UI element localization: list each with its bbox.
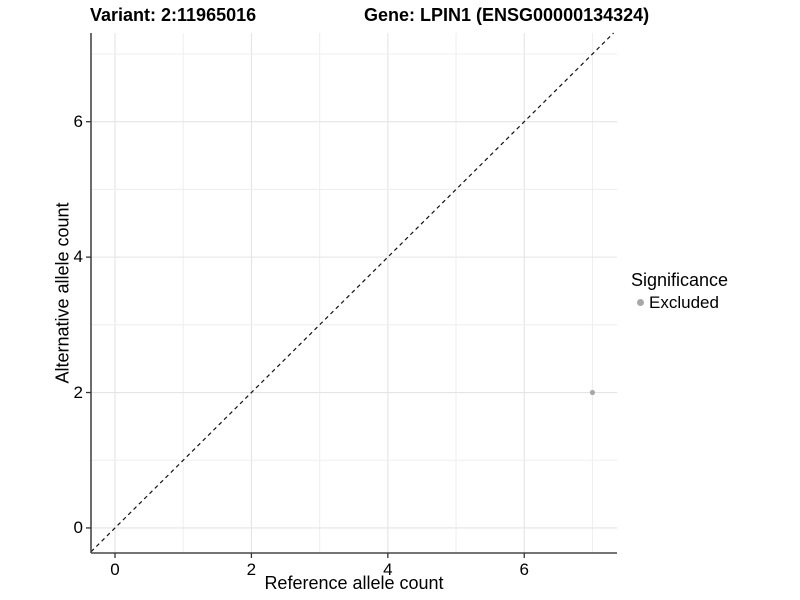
legend-key [631, 299, 649, 306]
chart-panel [86, 32, 617, 558]
y-tick-label: 0 [73, 517, 83, 537]
plot-title-gene: Gene: LPIN1 (ENSG00000134324) [364, 5, 650, 25]
x-tick-label: 4 [383, 560, 393, 579]
legend-item-label: Excluded [649, 293, 719, 312]
legend-title: Significance [631, 270, 729, 290]
y-tick-label: 2 [73, 382, 83, 402]
legend-point-icon [636, 299, 644, 306]
x-tick-label: 0 [110, 560, 120, 579]
x-tick-label: 6 [519, 560, 529, 579]
y-tick-label: 6 [73, 111, 83, 131]
y-axis-title: Alternative allele count [52, 202, 73, 384]
legend: Significance Excluded [631, 270, 728, 312]
legend-item: Excluded [631, 293, 728, 312]
x-axis-title: Reference allele count [264, 573, 444, 593]
legend-items: Excluded [631, 293, 728, 312]
x-tick-label: 2 [246, 560, 257, 579]
data-point [589, 389, 596, 396]
y-tick-label: 4 [73, 247, 83, 267]
identity-line [90, 32, 615, 553]
plot-title-variant: Variant: 2:11965016 [90, 5, 257, 25]
